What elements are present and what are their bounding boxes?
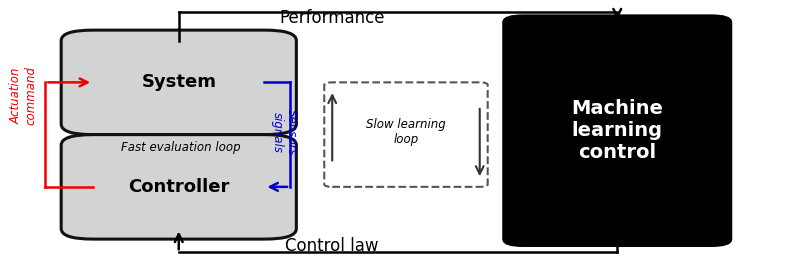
Text: Slow learning
loop: Slow learning loop xyxy=(366,118,446,146)
FancyBboxPatch shape xyxy=(61,135,296,239)
FancyBboxPatch shape xyxy=(61,30,296,135)
Text: Fast evaluation loop: Fast evaluation loop xyxy=(121,141,241,154)
Text: System: System xyxy=(142,73,216,91)
Text: Actuation
command: Actuation command xyxy=(10,66,38,125)
Text: Machine
learning
control: Machine learning control xyxy=(571,99,663,162)
FancyBboxPatch shape xyxy=(504,16,731,246)
Text: Sensors
signals: Sensors signals xyxy=(270,109,298,155)
Text: Performance: Performance xyxy=(279,9,385,27)
Text: Control law: Control law xyxy=(286,237,379,255)
Text: Controller: Controller xyxy=(128,178,230,196)
